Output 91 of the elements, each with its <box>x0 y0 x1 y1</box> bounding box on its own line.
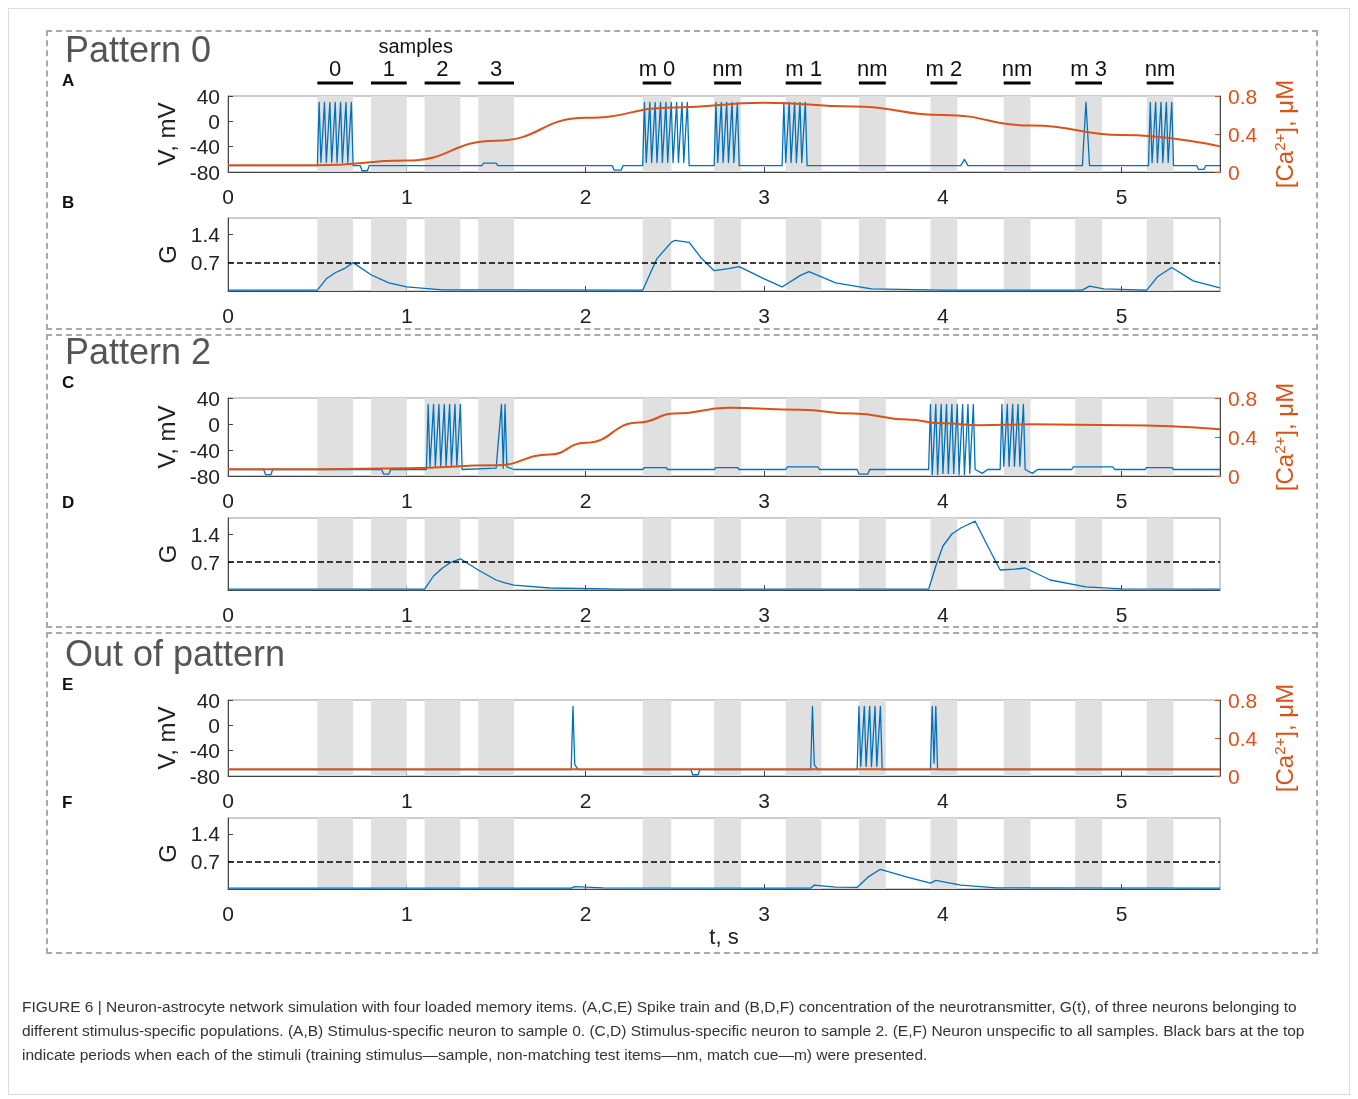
y2-tick-label: 0.4 <box>1228 425 1258 449</box>
text: 2 <box>436 55 449 81</box>
x-tick-label: 3 <box>758 902 771 925</box>
x-tick-label: 2 <box>579 304 592 327</box>
x-tick-label: 1 <box>400 789 413 812</box>
text: A <box>62 70 75 90</box>
y-tick-label: -40 <box>189 438 220 462</box>
y2-axis-title: [Ca2+], μM <box>1271 683 1298 793</box>
x-tick-label: 2 <box>579 902 592 925</box>
y-tick-label: -40 <box>189 135 220 159</box>
x-tick-label: 5 <box>1115 603 1128 626</box>
x-axis-title: t, s <box>709 923 739 949</box>
y2-tick-label: 0.4 <box>1228 726 1258 750</box>
y-tick-label: 40 <box>196 84 220 108</box>
x-tick-label: 1 <box>400 185 413 208</box>
x-tick-label: 5 <box>1115 185 1128 208</box>
y-tick-label: -40 <box>189 739 220 763</box>
x-tick-label: 5 <box>1115 789 1128 812</box>
x-tick-label: 3 <box>758 304 771 327</box>
y-tick-label: 0.7 <box>190 550 220 574</box>
x-tick-label: 1 <box>400 304 413 327</box>
x-tick-label: 4 <box>937 489 950 512</box>
text: samples <box>378 35 453 57</box>
y-tick-label: 0 <box>208 412 220 436</box>
y-tick-label: 40 <box>196 386 220 410</box>
y-axis-title: G <box>154 544 182 564</box>
text: nm <box>1001 55 1033 81</box>
y2-tick-label: 0.8 <box>1228 386 1258 410</box>
y2-tick-label: 0 <box>1228 464 1240 488</box>
text: m 2 <box>925 55 963 81</box>
y2-tick-label: 0.8 <box>1228 688 1258 712</box>
x-tick-label: 5 <box>1115 304 1128 327</box>
y-tick-label: 1.4 <box>190 822 221 846</box>
x-tick-label: 2 <box>579 603 592 626</box>
text: 1 <box>382 55 395 81</box>
x-tick-label: 2 <box>579 489 592 512</box>
x-tick-label: 1 <box>400 603 413 626</box>
chart-title: Pattern 0 <box>65 28 212 70</box>
y2-tick-label: 0.4 <box>1228 122 1258 146</box>
y-tick-label: 0 <box>208 109 220 133</box>
text: B <box>62 192 75 212</box>
x-tick-label: 4 <box>937 902 950 925</box>
y2-tick-label: 0 <box>1228 764 1240 788</box>
text: 3 <box>489 55 503 81</box>
y2-axis-title: [Ca2+], μM <box>1271 382 1298 492</box>
chart-title: Out of pattern <box>65 632 286 674</box>
y2-tick-label: 0.8 <box>1228 84 1258 108</box>
y-axis-title: V, mV <box>153 706 181 770</box>
x-tick-label: 5 <box>1115 489 1128 512</box>
text: C <box>62 372 75 392</box>
y-axis-title: G <box>154 245 182 264</box>
text: nm <box>712 55 743 81</box>
x-tick-label: 3 <box>758 489 771 512</box>
text: F <box>62 792 73 812</box>
chart-title: Pattern 2 <box>65 330 212 372</box>
y2-axis-title: [Ca2+], μM <box>1271 79 1298 189</box>
x-tick-label: 4 <box>937 789 950 812</box>
x-tick-label: 3 <box>758 789 771 812</box>
y-tick-label: 40 <box>196 688 220 712</box>
y-axis-title: G <box>154 844 182 863</box>
y-tick-label: 1.4 <box>190 222 221 246</box>
text: m 0 <box>638 55 676 81</box>
x-tick-label: 4 <box>937 603 950 626</box>
x-tick-label: 2 <box>579 185 592 208</box>
text: D <box>62 492 75 512</box>
x-tick-label: 5 <box>1115 902 1128 925</box>
y-tick-label: 0.7 <box>190 849 220 873</box>
text: nm <box>1144 55 1176 81</box>
y-tick-label: -80 <box>189 464 220 488</box>
text: nm <box>857 55 888 81</box>
y-tick-label: -80 <box>189 160 220 184</box>
x-tick-label: 4 <box>937 185 950 208</box>
x-tick-label: 3 <box>758 185 771 208</box>
y-tick-label: 0 <box>208 713 220 737</box>
y-tick-label: 1.4 <box>190 522 221 546</box>
y-tick-label: -80 <box>189 764 220 788</box>
text: m 3 <box>1070 55 1107 81</box>
text: 0 <box>329 55 342 81</box>
text: m 1 <box>785 55 822 81</box>
x-tick-label: 1 <box>400 902 413 925</box>
y-axis-title: V, mV <box>153 102 181 166</box>
caption: FIGURE 6 | Neuron-astrocyte network simulation with four loaded memory items. (A,C,E) Spike train and (B,D,F) concentration of the neurotransmitter, G(t), of three neurons belonging to different stimulus-specific populations. (A,B) Stimulus-specific neuron to sample 0. (C,D) Stimulus-specific neuron to sample 2. (E,F) Neuron unspecific to all samples. Black bars at the top indicate periods when each of the stimuli (training stimulus—sample, non-matching test items—nm, match cue—m) were presented. <box>22 997 1306 1065</box>
x-tick-label: 3 <box>758 603 771 626</box>
y-axis-title: V, mV <box>153 405 181 469</box>
x-tick-label: 1 <box>400 489 413 512</box>
x-tick-label: 4 <box>937 304 950 327</box>
x-tick-label: 2 <box>579 789 592 812</box>
line-series <box>227 520 1221 590</box>
text: E <box>62 674 74 694</box>
y2-tick-label: 0 <box>1228 160 1240 184</box>
y-tick-label: 0.7 <box>190 251 220 275</box>
